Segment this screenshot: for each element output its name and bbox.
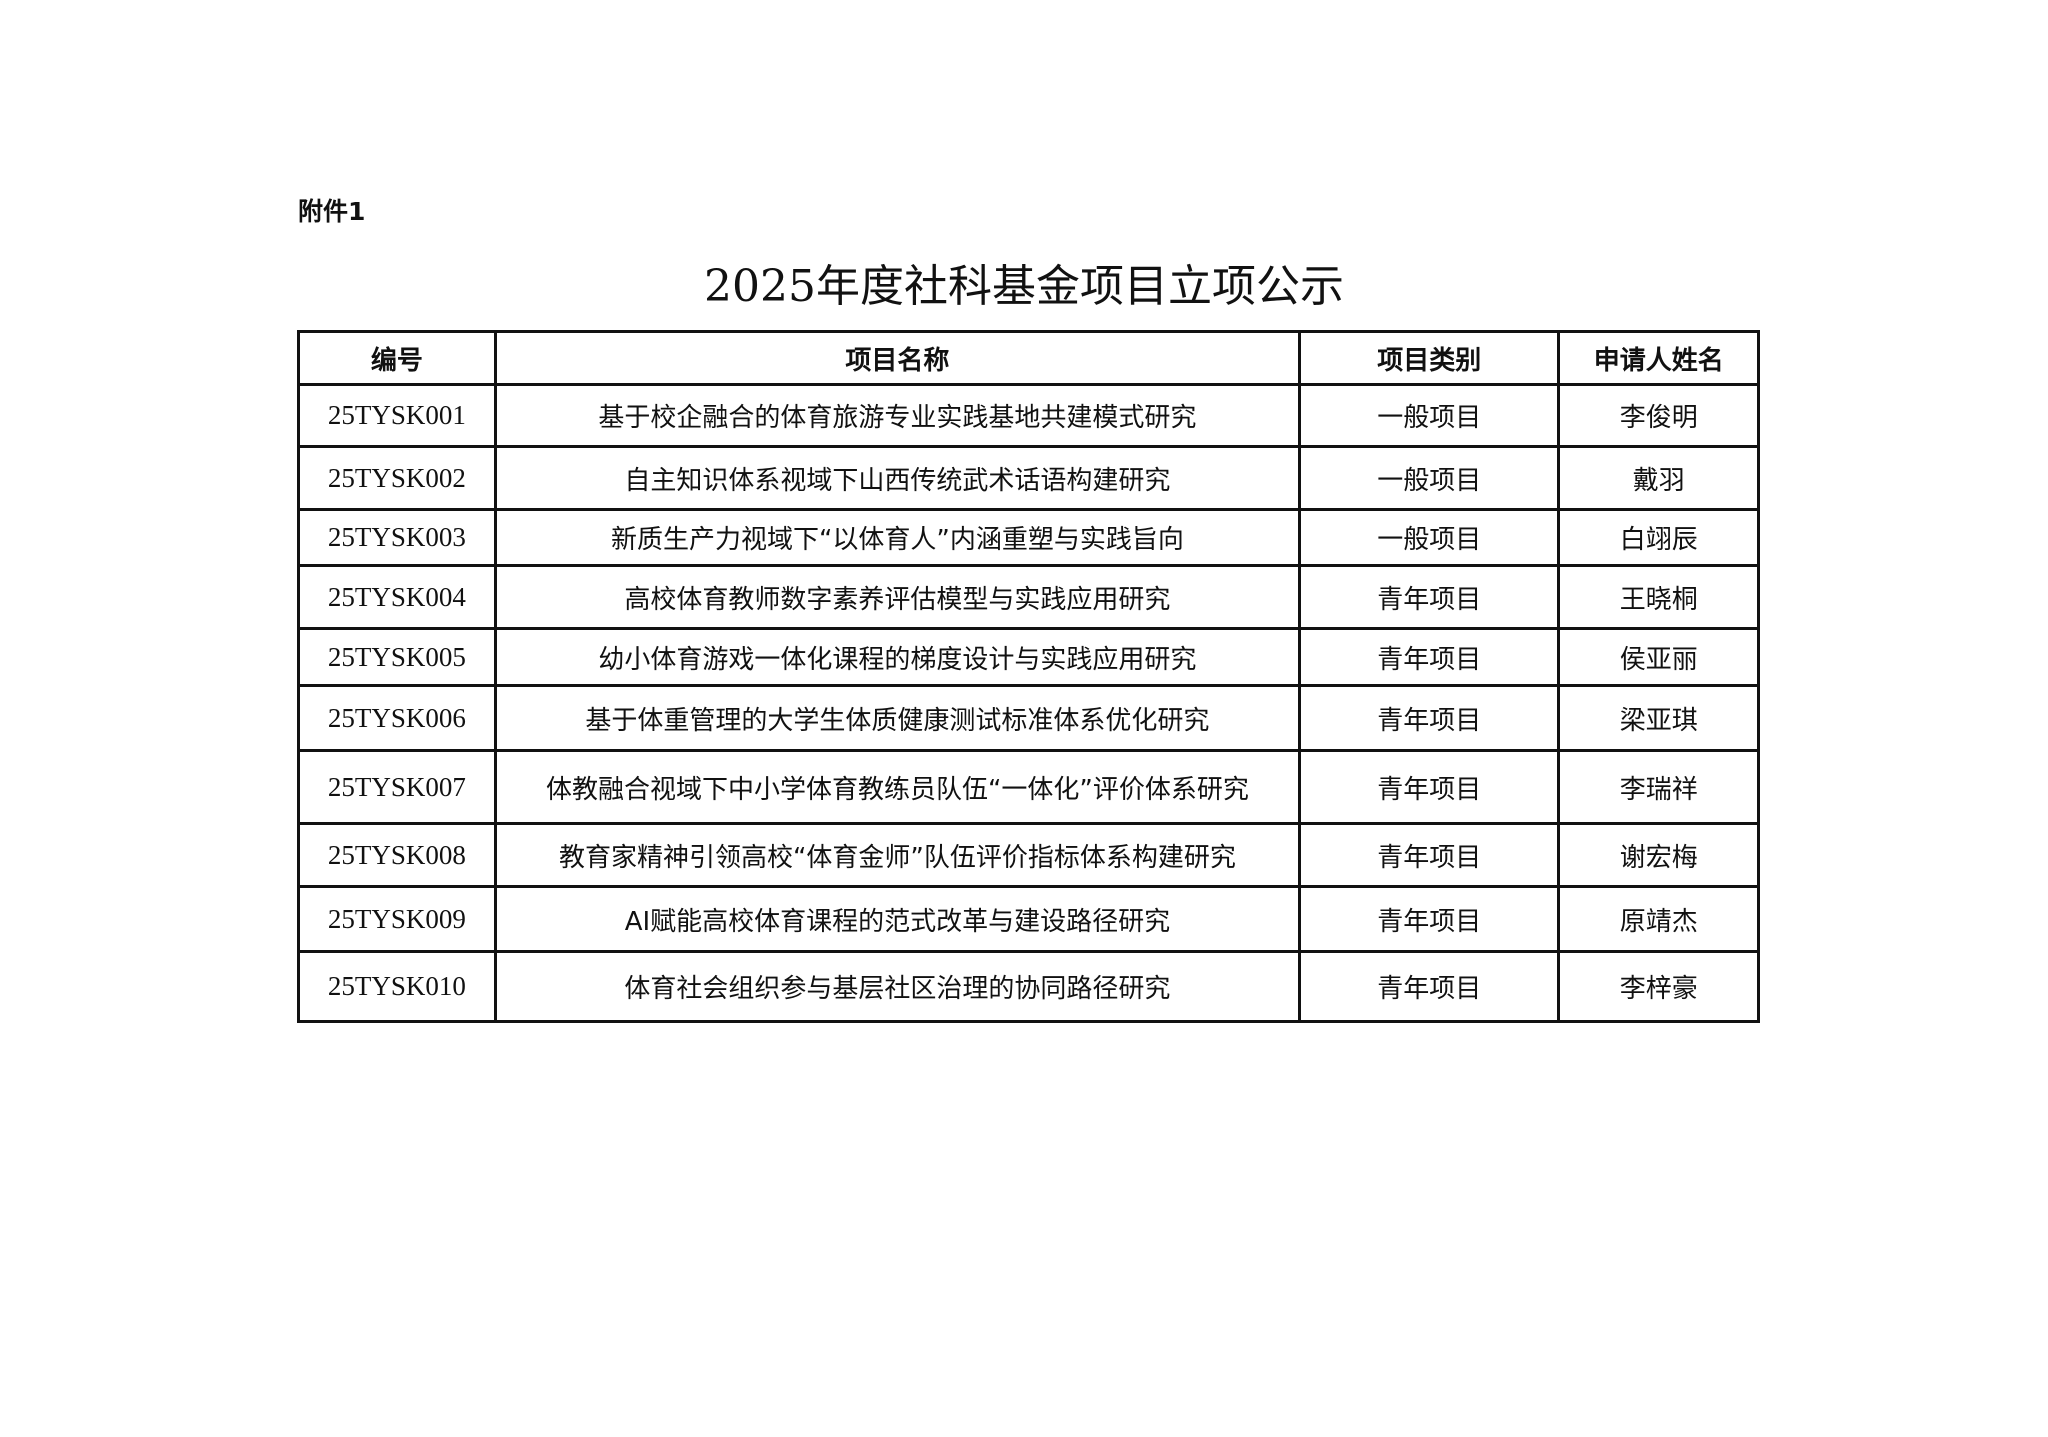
cell-id: 25TYSK005: [297, 627, 497, 687]
cell-id: 25TYSK009: [297, 885, 497, 953]
table-row: 25TYSK001 基于校企融合的体育旅游专业实践基地共建模式研究 一般项目 李俊明: [297, 383, 1760, 448]
cell-applicant: 李瑞祥: [1557, 749, 1760, 825]
cell-applicant: 白翊辰: [1557, 508, 1760, 567]
cell-applicant: 谢宏梅: [1557, 822, 1760, 888]
cell-project-name: 体育社会组织参与基层社区治理的协同路径研究: [493, 950, 1302, 1023]
table-row: 25TYSK005 幼小体育游戏一体化课程的梯度设计与实践应用研究 青年项目 侯亚丽: [297, 627, 1760, 687]
cell-project-name: 新质生产力视域下“以体育人”内涵重塑与实践旨向: [493, 508, 1302, 567]
project-table: 编号 项目名称 项目类别 申请人姓名 25TYSK001 基于校企融合的体育旅游专…: [297, 330, 1760, 1023]
cell-category: 青年项目: [1297, 684, 1561, 752]
cell-applicant: 王晓桐: [1557, 564, 1760, 630]
table-row: 25TYSK004 高校体育教师数字素养评估模型与实践应用研究 青年项目 王晓桐: [297, 564, 1760, 630]
cell-category: 青年项目: [1297, 885, 1561, 953]
table-row: 25TYSK007 体教融合视域下中小学体育教练员队伍“一体化”评价体系研究 青年项…: [297, 749, 1760, 825]
cell-category: 青年项目: [1297, 564, 1561, 630]
cell-category: 一般项目: [1297, 508, 1561, 567]
cell-id: 25TYSK010: [297, 950, 497, 1023]
cell-category: 青年项目: [1297, 627, 1561, 687]
cell-category: 一般项目: [1297, 383, 1561, 448]
table-row: 25TYSK010 体育社会组织参与基层社区治理的协同路径研究 青年项目 李梓豪: [297, 950, 1760, 1023]
table-row: 25TYSK002 自主知识体系视域下山西传统武术话语构建研究 一般项目 戴羽: [297, 445, 1760, 511]
cell-applicant: 李梓豪: [1557, 950, 1760, 1023]
cell-category: 青年项目: [1297, 749, 1561, 825]
cell-id: 25TYSK002: [297, 445, 497, 511]
cell-applicant: 原靖杰: [1557, 885, 1760, 953]
table-row: 25TYSK009 AI赋能高校体育课程的范式改革与建设路径研究 青年项目 原靖杰: [297, 885, 1760, 953]
cell-category: 青年项目: [1297, 822, 1561, 888]
cell-applicant: 梁亚琪: [1557, 684, 1760, 752]
cell-project-name: AI赋能高校体育课程的范式改革与建设路径研究: [493, 885, 1302, 953]
cell-applicant: 戴羽: [1557, 445, 1760, 511]
cell-applicant: 侯亚丽: [1557, 627, 1760, 687]
cell-applicant: 李俊明: [1557, 383, 1760, 448]
page-title: 2025年度社科基金项目立项公示: [704, 261, 1344, 312]
cell-category: 一般项目: [1297, 445, 1561, 511]
header-applicant: 申请人姓名: [1557, 330, 1760, 386]
cell-project-name: 基于体重管理的大学生体质健康测试标准体系优化研究: [493, 684, 1302, 752]
header-id: 编号: [297, 330, 497, 386]
cell-project-name: 体教融合视域下中小学体育教练员队伍“一体化”评价体系研究: [493, 749, 1302, 825]
cell-id: 25TYSK004: [297, 564, 497, 630]
cell-category: 青年项目: [1297, 950, 1561, 1023]
cell-project-name: 幼小体育游戏一体化课程的梯度设计与实践应用研究: [493, 627, 1302, 687]
table-row: 25TYSK008 教育家精神引领高校“体育金师”队伍评价指标体系构建研究 青年项目…: [297, 822, 1760, 888]
cell-project-name: 高校体育教师数字素养评估模型与实践应用研究: [493, 564, 1302, 630]
table-row: 25TYSK003 新质生产力视域下“以体育人”内涵重塑与实践旨向 一般项目 白翊辰: [297, 508, 1760, 567]
cell-id: 25TYSK007: [297, 749, 497, 825]
cell-id: 25TYSK006: [297, 684, 497, 752]
table-row: 25TYSK006 基于体重管理的大学生体质健康测试标准体系优化研究 青年项目 梁亚琪: [297, 684, 1760, 752]
cell-project-name: 基于校企融合的体育旅游专业实践基地共建模式研究: [493, 383, 1302, 448]
cell-project-name: 自主知识体系视域下山西传统武术话语构建研究: [493, 445, 1302, 511]
header-category: 项目类别: [1297, 330, 1561, 386]
header-project-name: 项目名称: [493, 330, 1302, 386]
attachment-label: 附件1: [298, 197, 366, 226]
cell-id: 25TYSK001: [297, 383, 497, 448]
cell-id: 25TYSK003: [297, 508, 497, 567]
table-header-row: 编号 项目名称 项目类别 申请人姓名: [297, 330, 1760, 386]
cell-project-name: 教育家精神引领高校“体育金师”队伍评价指标体系构建研究: [493, 822, 1302, 888]
cell-id: 25TYSK008: [297, 822, 497, 888]
